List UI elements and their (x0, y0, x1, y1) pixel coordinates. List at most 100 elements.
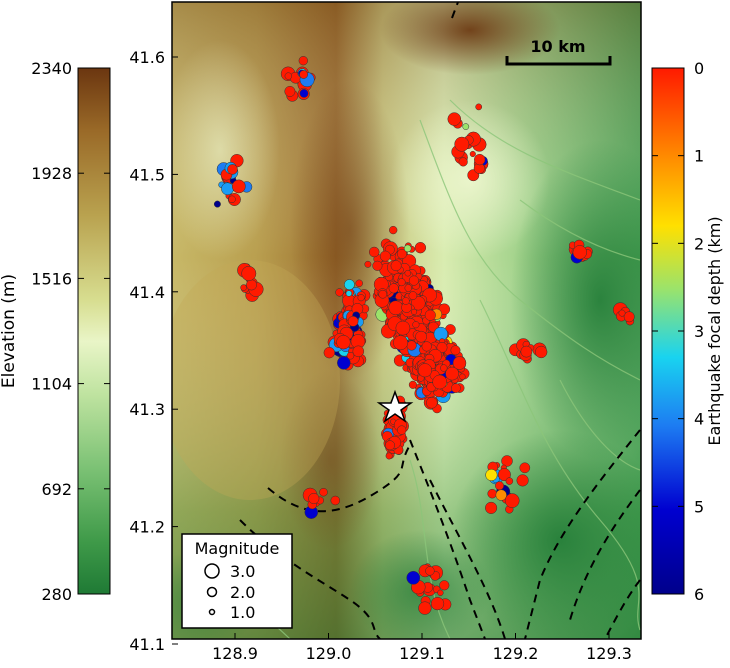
map-frame (171, 1, 642, 640)
earthquake-points (213, 56, 635, 615)
earthquake-point (241, 266, 257, 281)
latitude-tick-label: 41.5 (129, 165, 165, 184)
earthquake-point (231, 179, 246, 194)
legend-marker-3 (204, 563, 220, 579)
earthquake-point (390, 260, 402, 272)
earthquake-point (347, 315, 359, 327)
earthquake-point (408, 291, 418, 300)
earthquake-point (432, 374, 448, 390)
earthquake-point (504, 493, 520, 508)
earthquake-point (337, 356, 351, 370)
elevation-axis-label: Elevation (m) (0, 274, 19, 388)
earthquake-point (388, 300, 404, 316)
star-icon (376, 389, 414, 423)
earthquake-point (393, 335, 409, 351)
earthquake-point (299, 89, 309, 98)
depth-tick-label: 3 (694, 322, 704, 341)
earthquake-point (425, 566, 435, 576)
elevation-tick-label: 1104 (31, 375, 72, 394)
earthquake-point (459, 373, 466, 380)
earthquake-point (397, 425, 407, 435)
scale-bar: 10 km (505, 37, 612, 66)
latitude-tick-label: 41.1 (129, 635, 165, 654)
earthquake-point (355, 279, 363, 288)
longitude-tick-label: 128.9 (212, 644, 258, 663)
elevation-tick-label: 692 (41, 480, 72, 499)
legend-label-1: 1.0 (230, 603, 255, 622)
earthquake-point (418, 601, 432, 615)
earthquake-point (385, 452, 393, 460)
earthquake-point (368, 246, 380, 258)
earthquake-point (298, 56, 308, 66)
earthquake-point (323, 347, 335, 359)
earthquake-point (469, 150, 476, 158)
earthquake-point (221, 182, 234, 196)
latitude-tick-label: 41.2 (129, 518, 165, 537)
earthquake-point (454, 136, 470, 152)
legend-label-2: 2.0 (230, 583, 255, 602)
depth-tick-label: 5 (694, 497, 704, 516)
earthquake-point (406, 570, 421, 585)
depth-tick-label: 0 (694, 59, 704, 78)
earthquake-point (396, 248, 408, 259)
earthquake-point (246, 279, 257, 291)
depth-tick-label: 4 (694, 410, 704, 429)
depth-tick-label: 6 (694, 585, 704, 604)
earthquake-point (618, 309, 626, 317)
earthquake-point (227, 164, 238, 175)
earthquake-point (474, 153, 486, 166)
earthquake-point (475, 103, 483, 111)
depth-colorbar-ticks: 0 1 2 3 4 5 6 (652, 59, 704, 604)
elevation-tick-label: 1928 (31, 164, 72, 183)
earthquake-point (495, 481, 504, 491)
earthquake-point (535, 345, 548, 359)
depth-tick-label: 2 (694, 234, 704, 253)
earthquake-point (501, 455, 513, 467)
earthquake-point (378, 289, 388, 299)
earthquake-point (437, 589, 444, 596)
earthquake-point (401, 297, 410, 305)
earthquake-point (445, 366, 459, 381)
earthquake-point (240, 284, 247, 291)
earthquake-point (336, 335, 351, 350)
earthquake-point (458, 157, 468, 167)
earthquake-point (520, 345, 533, 358)
earthquake-point (213, 200, 221, 208)
earthquake-point (516, 474, 529, 487)
earthquake-point (284, 85, 296, 97)
earthquake-point (299, 70, 308, 79)
earthquake-point (385, 440, 395, 451)
earthquake-point (519, 462, 531, 474)
legend-marker-2 (206, 586, 218, 598)
earthquake-point (411, 295, 426, 311)
earthquake-point (389, 225, 398, 235)
latitude-tick-label: 41.3 (129, 400, 165, 419)
elevation-tick-label: 2340 (31, 59, 72, 78)
longitude-ticks: 128.9 129.0 129.1 129.2 129.3 (212, 633, 632, 663)
depth-colorbar: 0 1 2 3 4 5 6 Earthquake focal depth (km) (651, 59, 724, 604)
earthquake-point (451, 383, 461, 393)
earthquake-point (623, 311, 635, 323)
earthquake-point (462, 123, 470, 130)
earthquake-point (319, 487, 328, 497)
earthquake-point (357, 294, 365, 302)
elevation-colorbar-ticks: 2340 1928 1516 1104 692 280 (31, 59, 110, 604)
earthquake-point (412, 321, 420, 329)
depth-tick-label: 1 (694, 147, 704, 166)
earthquake-point (346, 351, 355, 360)
earthquake-point (426, 397, 438, 409)
earthquake-point (408, 380, 417, 389)
earthquake-point (414, 242, 427, 254)
fault-lines (239, 2, 641, 639)
earthquake-point (403, 244, 412, 253)
earthquake-point (397, 278, 406, 287)
earthquake-point (452, 356, 467, 370)
earthquake-point (395, 320, 411, 336)
longitude-tick-label: 129.1 (399, 644, 445, 663)
earthquake-point (388, 283, 399, 294)
earthquake-point (436, 342, 448, 353)
elevation-tick-label: 1516 (31, 269, 72, 288)
earthquake-point (487, 488, 497, 499)
earthquake-point (505, 477, 514, 485)
